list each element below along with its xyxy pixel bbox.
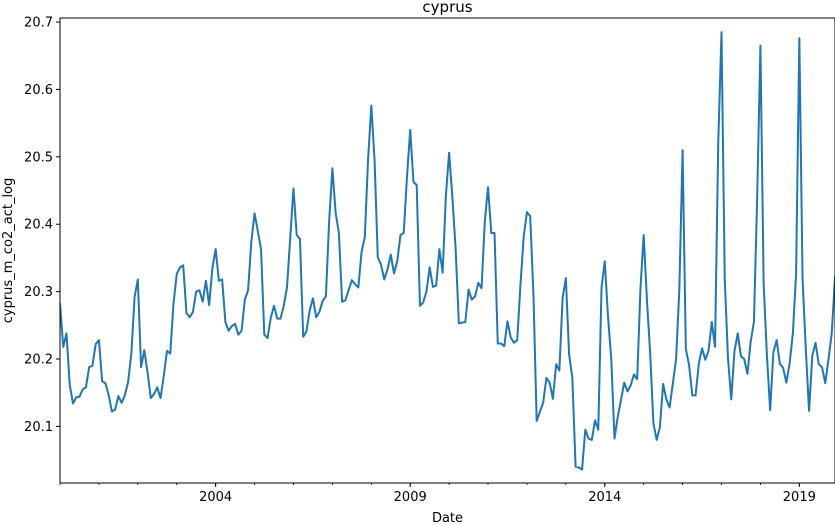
x-tick-label: 2004 [199, 490, 232, 505]
x-axis: 2004 2009 2014 2019 [59, 483, 816, 505]
plot-frame [59, 17, 835, 484]
plot-area [59, 17, 835, 484]
series-line [60, 31, 835, 471]
x-tick-label: 2019 [783, 490, 816, 505]
y-tick-label: 20.4 [24, 218, 53, 233]
y-tick-label: 20.7 [24, 16, 53, 31]
y-tick-label: 20.3 [24, 285, 53, 300]
y-axis-title: cyprus_m_co2_act_log [1, 178, 16, 324]
x-axis-title: Date [432, 511, 463, 525]
y-tick-label: 20.2 [24, 353, 53, 368]
y-axis: 20.1 20.2 20.3 20.4 20.5 20.6 20.7 [24, 16, 60, 435]
y-tick-label: 20.1 [24, 420, 53, 435]
x-tick-label: 2009 [394, 490, 427, 505]
x-tick-label: 2014 [588, 490, 621, 505]
y-tick-label: 20.6 [24, 83, 53, 98]
y-tick-label: 20.5 [24, 150, 53, 165]
chart-title: cyprus [422, 0, 472, 16]
